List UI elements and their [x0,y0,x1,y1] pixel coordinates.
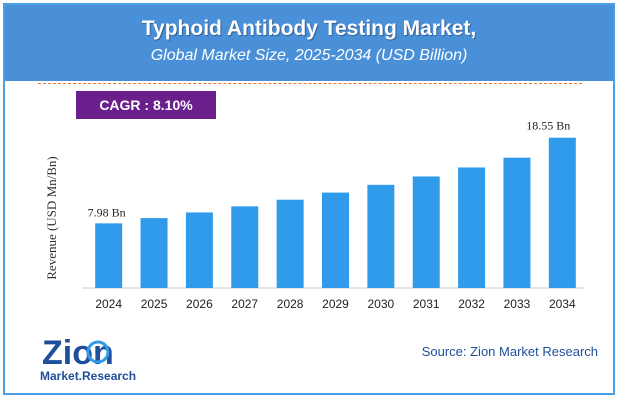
bar-2030 [367,184,395,288]
zion-logo: Zion Market.Research [40,334,136,383]
cagr-label: CAGR : [99,97,150,113]
x-tick-label-2033: 2033 [504,297,531,311]
cagr-badge: CAGR : 8.10% [76,91,216,119]
bar-2024 [95,223,123,288]
logo-brand-text: Zion [42,334,114,372]
x-tick-label-2028: 2028 [277,297,304,311]
logo-sub-text: Market.Research [40,369,136,383]
data-label-last: 18.55 Bn [526,119,570,133]
header-banner: Typhoid Antibody Testing Market, Global … [5,5,613,81]
source-note: Source: Zion Market Research [421,344,598,359]
x-tick-label-2030: 2030 [368,297,395,311]
x-tick-label-2024: 2024 [95,297,122,311]
chart-title: Typhoid Antibody Testing Market, [141,17,477,40]
bar-2027 [231,206,259,288]
bar-2031 [412,176,440,288]
bar-2033 [503,157,531,288]
dashed-divider [38,83,582,84]
x-tick-label-2026: 2026 [186,297,213,311]
bar-2029 [322,192,349,288]
bar-2028 [276,199,304,288]
bar-2026 [185,212,213,288]
chart-subtitle: Global Market Size, 2025-2034 (USD Billi… [150,47,468,64]
x-tick-label-2031: 2031 [413,297,440,311]
x-tick-label-2029: 2029 [322,297,349,311]
bar-2034 [548,137,576,288]
x-tick-label-2027: 2027 [231,297,258,311]
x-tick-label-2032: 2032 [458,297,485,311]
cagr-value: 8.10% [152,97,193,113]
data-label-first: 7.98 Bn [88,205,126,219]
globe-icon [86,340,110,364]
x-tick-label-2025: 2025 [141,297,168,311]
x-tick-label-2034: 2034 [549,297,576,311]
y-axis-label: Revenue (USD Mn/Bn) [44,156,59,280]
bar-2025 [140,218,168,288]
bar-2032 [458,167,486,288]
